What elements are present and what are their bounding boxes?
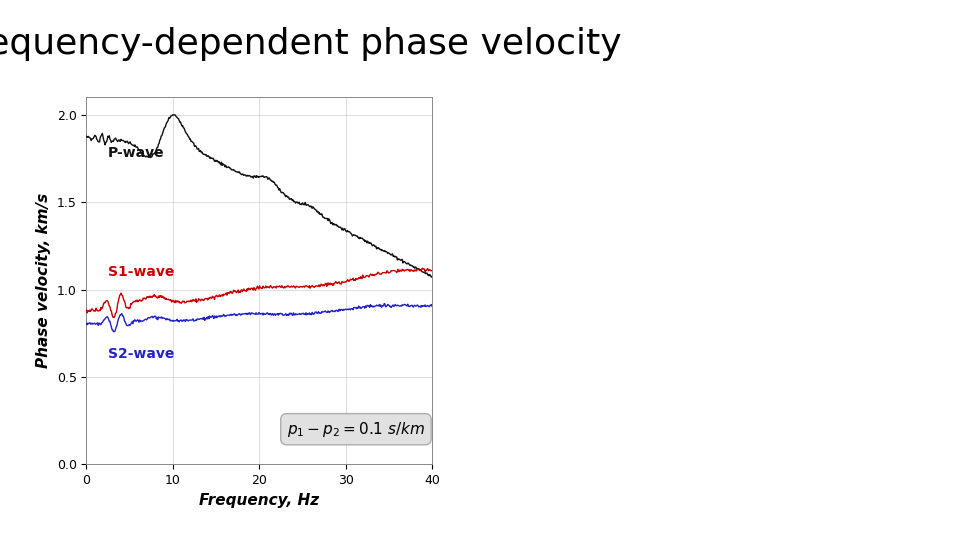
Text: P-wave: P-wave [108,146,164,160]
Text: Frequency-dependent phase velocity: Frequency-dependent phase velocity [0,27,621,61]
X-axis label: Frequency, Hz: Frequency, Hz [199,492,320,508]
Y-axis label: Phase velocity, km/s: Phase velocity, km/s [36,193,51,368]
Text: $p_1 - p_2 = 0.1\ s/km$: $p_1 - p_2 = 0.1\ s/km$ [287,420,425,438]
Text: S2-wave: S2-wave [108,347,175,361]
Text: S1-wave: S1-wave [108,265,175,279]
